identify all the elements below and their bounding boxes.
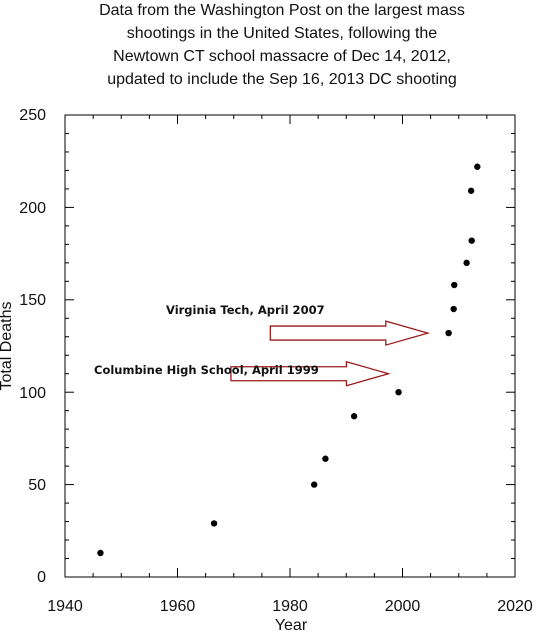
- y-tick-label: 150: [19, 292, 46, 309]
- data-point: [322, 455, 329, 462]
- x-tick-label: 1980: [272, 598, 308, 615]
- y-tick-label: 100: [19, 385, 46, 402]
- y-tick-label: 200: [19, 200, 46, 217]
- annotation-label-columbine: Columbine High School, April 1999: [94, 363, 319, 377]
- x-tick-label: 2020: [497, 598, 533, 615]
- axis-ticks: [64, 114, 516, 578]
- data-point: [474, 163, 481, 170]
- chart-title: Data from the Washington Post on the lar…: [99, 2, 465, 88]
- annotation-arrow-virginia-tech: [269, 320, 431, 346]
- annotation-arrows: [230, 320, 431, 387]
- y-tick-label: 250: [19, 107, 46, 124]
- chart-title-line: Newtown CT school massacre of Dec 14, 20…: [113, 48, 451, 65]
- y-tick-label: 0: [37, 569, 46, 586]
- data-point: [97, 549, 104, 557]
- data-point: [395, 389, 402, 396]
- data-point: [445, 329, 452, 337]
- data-point: [210, 520, 218, 527]
- x-tick-label: 1960: [160, 598, 196, 615]
- annotation-arrow-columbine: [230, 360, 391, 387]
- data-point: [467, 187, 475, 194]
- data-point: [350, 413, 358, 420]
- chart-title-line: shootings in the United States, followin…: [127, 25, 438, 42]
- chart-title-line: updated to include the Sep 16, 2013 DC s…: [107, 71, 457, 88]
- annotation-label-virginia-tech: Virginia Tech, April 2007: [166, 303, 325, 317]
- data-point: [463, 259, 470, 267]
- y-axis-tick-labels: 0 50 100 150 200 250: [19, 107, 46, 586]
- chart-title-line: Data from the Washington Post on the lar…: [99, 2, 465, 19]
- x-axis-title: Year: [275, 617, 308, 634]
- x-axis-tick-labels: 1940 1960 1980 2000 2020: [47, 598, 533, 615]
- data-point: [450, 305, 457, 313]
- data-point: [468, 237, 475, 244]
- y-tick-label: 50: [28, 477, 46, 494]
- x-tick-label: 2000: [385, 598, 421, 615]
- data-point: [310, 481, 318, 488]
- y-axis-title: Total Deaths: [0, 302, 15, 391]
- data-points: [97, 163, 481, 557]
- data-point: [451, 281, 458, 289]
- x-tick-label: 1940: [47, 598, 83, 615]
